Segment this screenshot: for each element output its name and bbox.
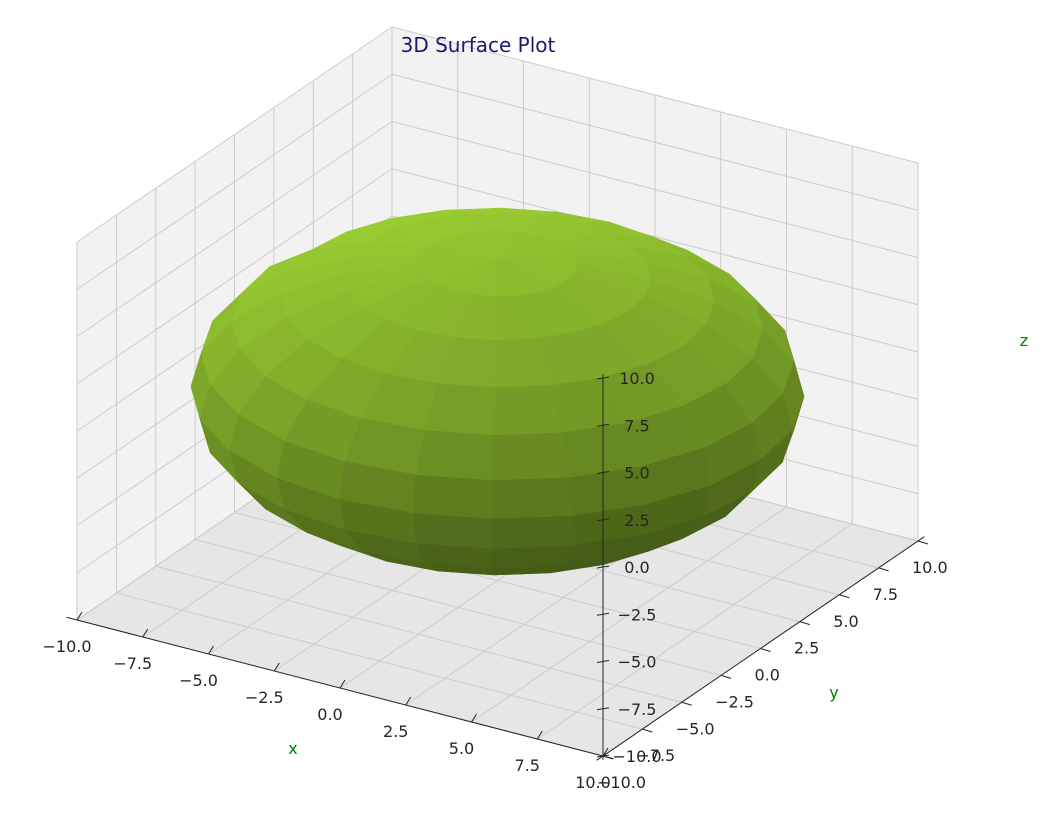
surface-patch [492, 476, 573, 519]
z-tick [596, 471, 610, 474]
z-tick-label: −10.0 [612, 747, 661, 766]
grid-line [391, 73, 919, 211]
y-tick [681, 701, 692, 706]
surface-patch [415, 430, 494, 481]
y-tick [799, 621, 811, 626]
z-tick [596, 707, 610, 711]
z-tick [596, 518, 610, 522]
x-tick-label: −5.0 [179, 671, 218, 690]
z-tick-label: −5.0 [618, 653, 657, 672]
z-tick [596, 660, 610, 663]
z-tick [596, 376, 610, 380]
grid-line [471, 506, 787, 723]
y-tick [760, 648, 771, 652]
grid-line [391, 121, 919, 258]
y-tick [720, 674, 732, 679]
x-tick [602, 747, 609, 757]
grid-line [391, 26, 919, 164]
surface-patch [492, 545, 571, 569]
grid-line [76, 26, 393, 243]
y-tick [878, 567, 889, 572]
x-tick [208, 645, 214, 655]
x-axis-label: x [288, 739, 297, 758]
y-tick-label: 5.0 [833, 612, 858, 631]
y-tick [917, 540, 929, 545]
x-tick [471, 713, 477, 723]
y-tick-label: 7.5 [873, 585, 898, 604]
surface-patch [492, 515, 573, 549]
z-tick-label: 0.0 [624, 558, 649, 577]
grid-line [76, 121, 393, 337]
grid-line [76, 73, 393, 290]
z-tick-label: 5.0 [624, 464, 649, 483]
x-tick [405, 696, 412, 706]
y-tick-label: −7.5 [636, 746, 675, 765]
grid-line [391, 168, 919, 306]
z-tick-label: −7.5 [618, 700, 657, 719]
z-tick-label: 10.0 [619, 369, 655, 388]
x-tick-label: 7.5 [515, 756, 540, 775]
x-tick-label: 5.0 [449, 739, 474, 758]
x-tick [273, 662, 280, 672]
z-tick-label: 7.5 [624, 416, 649, 435]
x-tick-label: 0.0 [317, 705, 342, 724]
x-tick-label: −10.0 [42, 637, 91, 656]
y-tick-label: −5.0 [676, 719, 715, 738]
x-tick [536, 730, 543, 740]
surface-patch [492, 432, 570, 481]
y-tick [602, 755, 614, 760]
z-tick-label: −2.5 [618, 605, 657, 624]
tick-labels: −10.0−10.0−10.0−7.5−7.5−7.5−5.0−5.0−5.0−… [42, 369, 947, 792]
y-tick-label: 0.0 [755, 666, 780, 685]
ellipsoid-surface [190, 207, 805, 576]
chart-title: 3D Surface Plot [401, 33, 556, 57]
x-tick [339, 679, 346, 689]
y-tick-label: 10.0 [912, 558, 948, 577]
grid-line [76, 168, 393, 385]
x-tick [76, 611, 83, 621]
y-tick-label: −2.5 [715, 692, 754, 711]
y-tick-label: −10.0 [597, 773, 646, 792]
x-tick-label: 2.5 [383, 722, 408, 741]
z-tick [596, 423, 610, 427]
y-axis-label: y [829, 683, 838, 702]
z-tick [596, 612, 610, 616]
grid-line [536, 523, 853, 740]
surface-patch [413, 512, 494, 549]
z-tick [596, 565, 610, 569]
surface-patch [492, 385, 563, 436]
y-tick [839, 594, 850, 599]
z-axis-label: z [1020, 331, 1028, 350]
x-tick [142, 628, 149, 638]
x-tick-label: −7.5 [113, 654, 152, 673]
x-tick-label: −2.5 [245, 688, 284, 707]
y-tick [642, 728, 653, 733]
z-tick-label: 2.5 [624, 511, 649, 530]
surface-patch [413, 474, 494, 519]
y-tick-label: 2.5 [794, 639, 819, 658]
x-tick-label: 10.0 [575, 773, 611, 792]
